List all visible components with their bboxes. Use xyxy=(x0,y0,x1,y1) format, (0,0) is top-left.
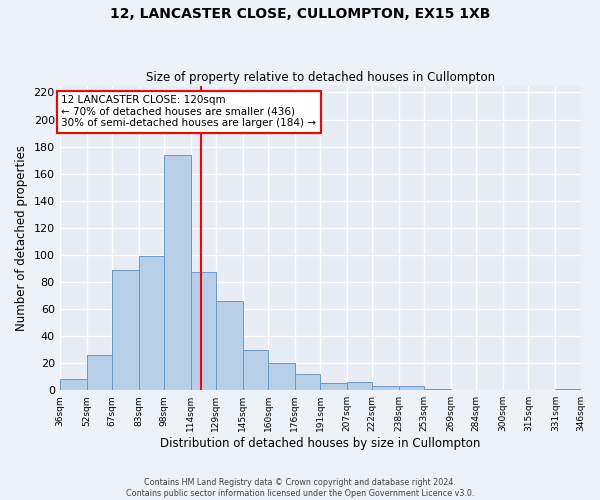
Bar xyxy=(295,374,320,390)
Text: 12, LANCASTER CLOSE, CULLOMPTON, EX15 1XB: 12, LANCASTER CLOSE, CULLOMPTON, EX15 1X… xyxy=(110,8,490,22)
Bar xyxy=(112,270,139,390)
Bar xyxy=(372,386,399,390)
Bar xyxy=(191,272,216,390)
Text: Contains HM Land Registry data © Crown copyright and database right 2024.
Contai: Contains HM Land Registry data © Crown c… xyxy=(126,478,474,498)
Text: 12 LANCASTER CLOSE: 120sqm
← 70% of detached houses are smaller (436)
30% of sem: 12 LANCASTER CLOSE: 120sqm ← 70% of deta… xyxy=(61,95,316,128)
Title: Size of property relative to detached houses in Cullompton: Size of property relative to detached ho… xyxy=(146,72,494,85)
Bar xyxy=(347,382,372,390)
Bar xyxy=(216,301,243,390)
Bar xyxy=(59,380,86,390)
Bar xyxy=(555,389,581,390)
Bar xyxy=(164,154,191,390)
Bar xyxy=(268,363,295,390)
Bar xyxy=(86,355,112,390)
Bar xyxy=(243,350,268,390)
Bar xyxy=(424,389,451,390)
X-axis label: Distribution of detached houses by size in Cullompton: Distribution of detached houses by size … xyxy=(160,437,480,450)
Bar xyxy=(139,256,164,390)
Y-axis label: Number of detached properties: Number of detached properties xyxy=(15,145,28,331)
Bar xyxy=(320,384,347,390)
Bar xyxy=(399,386,424,390)
